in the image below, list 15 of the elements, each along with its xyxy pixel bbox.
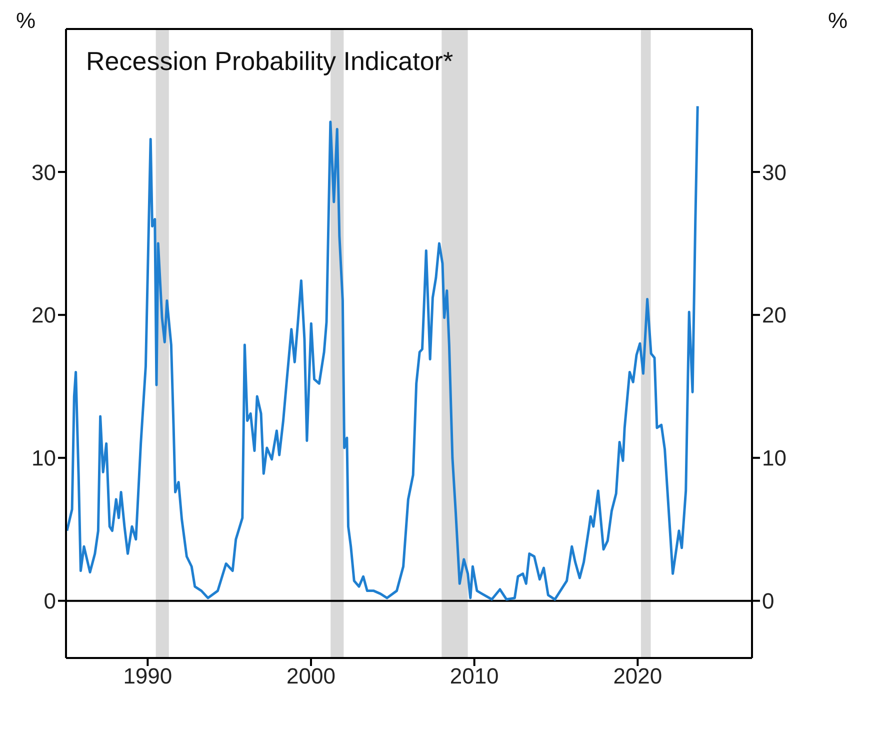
y2-tick-label: 30	[762, 160, 786, 185]
y-axis-title: %	[16, 8, 36, 34]
y2-tick-label: 20	[762, 302, 786, 328]
y2-axis-title: %	[828, 8, 848, 34]
y-tick-label: 20	[32, 302, 56, 328]
text: Recession Probability Indicator*	[86, 46, 454, 77]
x-tick-label: 2010	[450, 664, 499, 689]
x-tick-label: 1990	[123, 664, 172, 689]
x-tick-label: 2020	[613, 664, 662, 689]
y-tick-label: 30	[32, 160, 56, 185]
y2-tick-label: 0	[762, 588, 774, 614]
x-tick-label: 2000	[286, 664, 336, 689]
y-tick-label: 0	[44, 588, 56, 614]
y2-tick-label: 10	[762, 446, 786, 471]
y-tick-label: 10	[32, 446, 56, 471]
